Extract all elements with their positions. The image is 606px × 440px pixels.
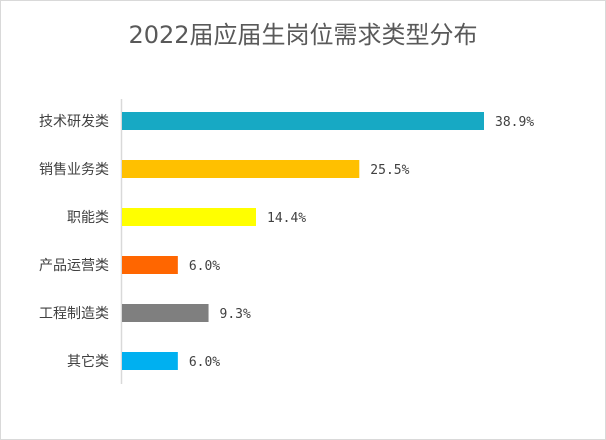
value-label: 25.5% — [370, 163, 409, 178]
category-label: 技术研发类 — [39, 114, 109, 130]
bar — [122, 256, 178, 274]
category-label: 产品运营类 — [39, 258, 109, 274]
category-label: 其它类 — [67, 353, 109, 370]
value-label: 14.4% — [267, 211, 306, 226]
value-label: 38.9% — [495, 115, 534, 130]
value-label: 6.0% — [189, 259, 220, 274]
category-label: 工程制造类 — [39, 306, 109, 322]
bar — [122, 112, 484, 130]
chart-title: 2022届应届生岗位需求类型分布 — [128, 21, 478, 49]
bar — [122, 208, 257, 226]
value-label: 6.0% — [189, 355, 220, 370]
category-label: 职能类 — [67, 210, 109, 226]
bar — [122, 160, 360, 178]
category-label: 销售业务类 — [39, 162, 109, 178]
value-label: 9.3% — [220, 307, 251, 322]
bar — [122, 304, 209, 322]
bar — [122, 352, 178, 370]
